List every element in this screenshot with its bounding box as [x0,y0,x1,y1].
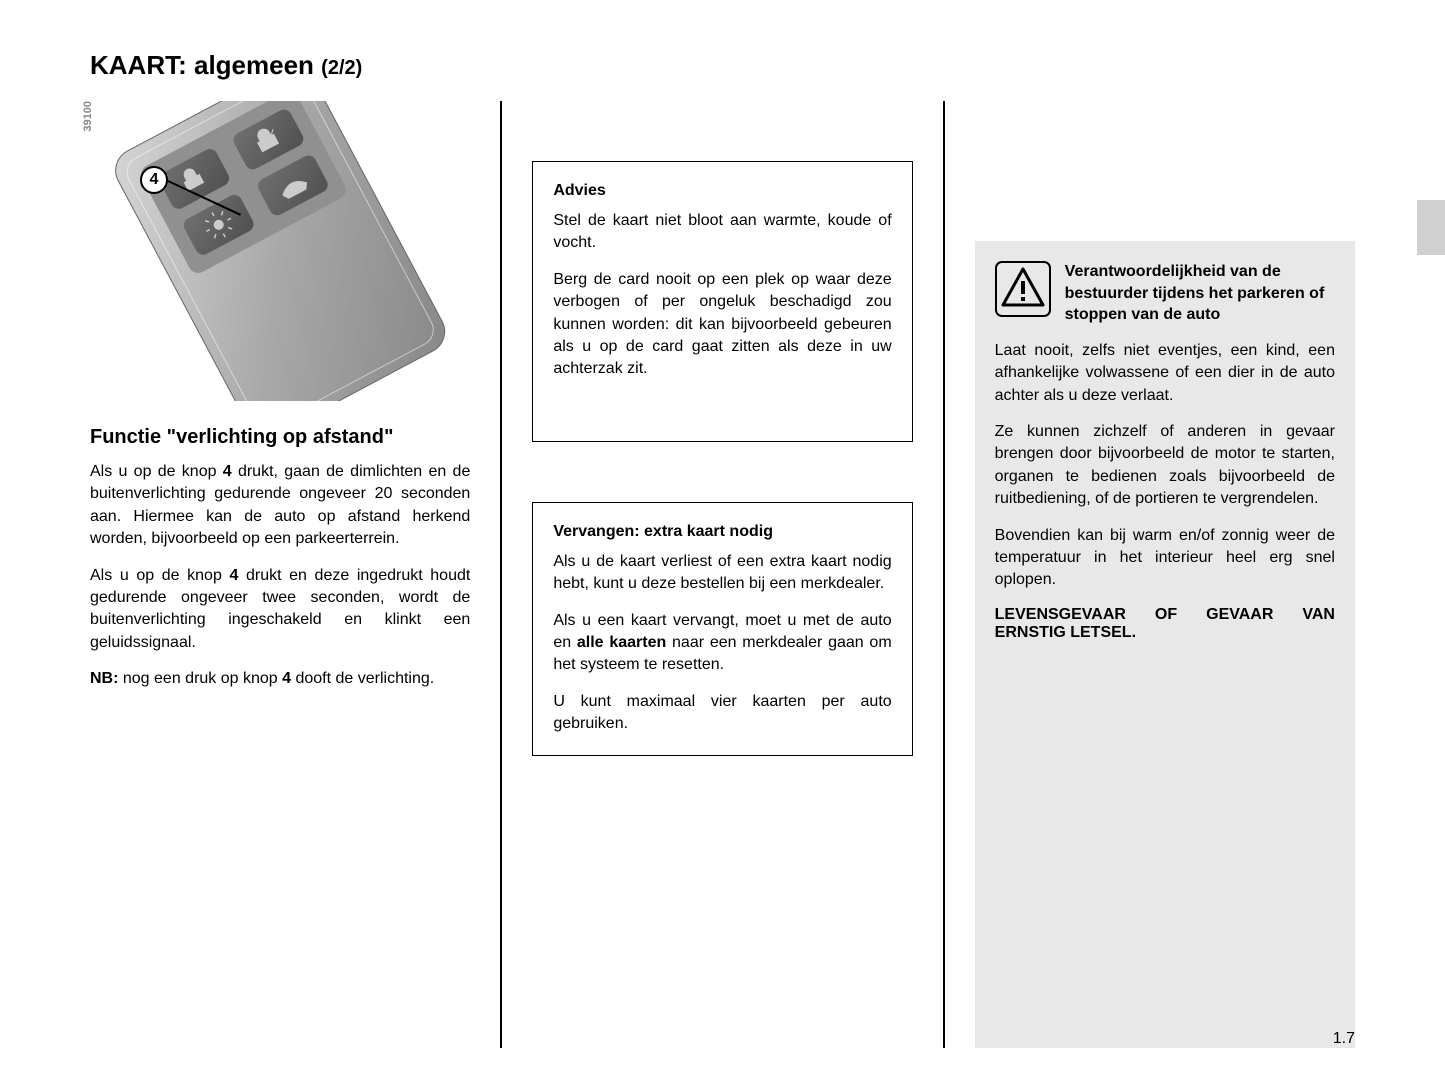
title-sub: (2/2) [321,57,362,79]
col1-paragraph-3: NB: nog een druk op knop 4 dooft de verl… [90,668,470,690]
p1-bold: 4 [223,463,232,480]
advice-p2: Berg de card nooit op een plek op waar d… [553,269,891,381]
columns: 39100 [90,101,1355,1048]
replace-p1: Als u de kaart verliest of een extra kaa… [553,551,891,596]
column-1: 39100 [90,101,470,1048]
replace-p2-b: alle kaarten [577,634,666,651]
advice-box: Advies Stel de kaart niet bloot aan warm… [532,161,912,442]
warning-title: Verantwoordelijkheid van de bestuurder t… [1065,261,1335,326]
p3-text-b: nog een druk op knop [118,670,282,687]
column-3: Verantwoordelijkheid van de bestuurder t… [975,101,1355,1048]
column-2: Advies Stel de kaart niet bloot aan warm… [532,101,912,1048]
advice-p1: Stel de kaart niet bloot aan warmte, kou… [553,210,891,255]
col1-paragraph-2: Als u op de knop 4 drukt en deze ingedru… [90,565,470,655]
warning-header: Verantwoordelijkheid van de bestuurder t… [995,261,1335,326]
warning-caps: LEVENSGEVAAR OF GEVAAR VAN ERNSTIG LETSE… [995,606,1335,642]
advice-heading: Advies [553,182,891,200]
keycard-illustration [90,101,470,401]
replace-box: Vervangen: extra kaart nodig Als u de ka… [532,502,912,757]
page-title: KAART: algemeen (2/2) [90,50,1355,81]
warning-p2: Ze kunnen zichzelf of anderen in gevaar … [995,421,1335,511]
col3-spacer [975,101,1355,241]
replace-p3: U kunt maximaal vier kaarten per auto ge… [553,691,891,736]
image-reference-number: 39100 [82,101,94,132]
callout-number: 4 [140,166,168,194]
title-main: KAART: algemeen [90,50,321,80]
col1-heading: Functie "verlichting op afstand" [90,426,470,449]
callout-number-text: 4 [150,171,159,189]
warning-triangle-icon [995,261,1051,317]
side-tab [1417,200,1445,255]
p3-bold: 4 [282,670,291,687]
warning-p3: Bovendien kan bij warm en/of zonnig weer… [995,525,1335,592]
col1-paragraph-1: Als u op de knop 4 drukt, gaan de dimlic… [90,461,470,551]
column-divider-2 [943,101,945,1048]
keycard-image: 39100 [90,101,470,401]
page-number: 1.7 [1333,1030,1355,1048]
warning-p1: Laat nooit, zelfs niet eventjes, een kin… [995,340,1335,407]
warning-caps-text: LEVENSGEVAAR OF GEVAAR VAN ERNSTIG LETSE… [995,606,1335,641]
p3-text-d: dooft de verlichting. [291,670,434,687]
p1-text-a: Als u op de knop [90,463,223,480]
replace-p2: Als u een kaart vervangt, moet u met de … [553,610,891,677]
warning-box: Verantwoordelijkheid van de bestuurder t… [975,241,1355,1048]
p3-nb: NB: [90,670,118,687]
p2-text-a: Als u op de knop [90,567,229,584]
page-container: KAART: algemeen (2/2) 39100 [0,0,1445,1088]
column-divider-1 [500,101,502,1048]
replace-heading: Vervangen: extra kaart nodig [553,523,891,541]
